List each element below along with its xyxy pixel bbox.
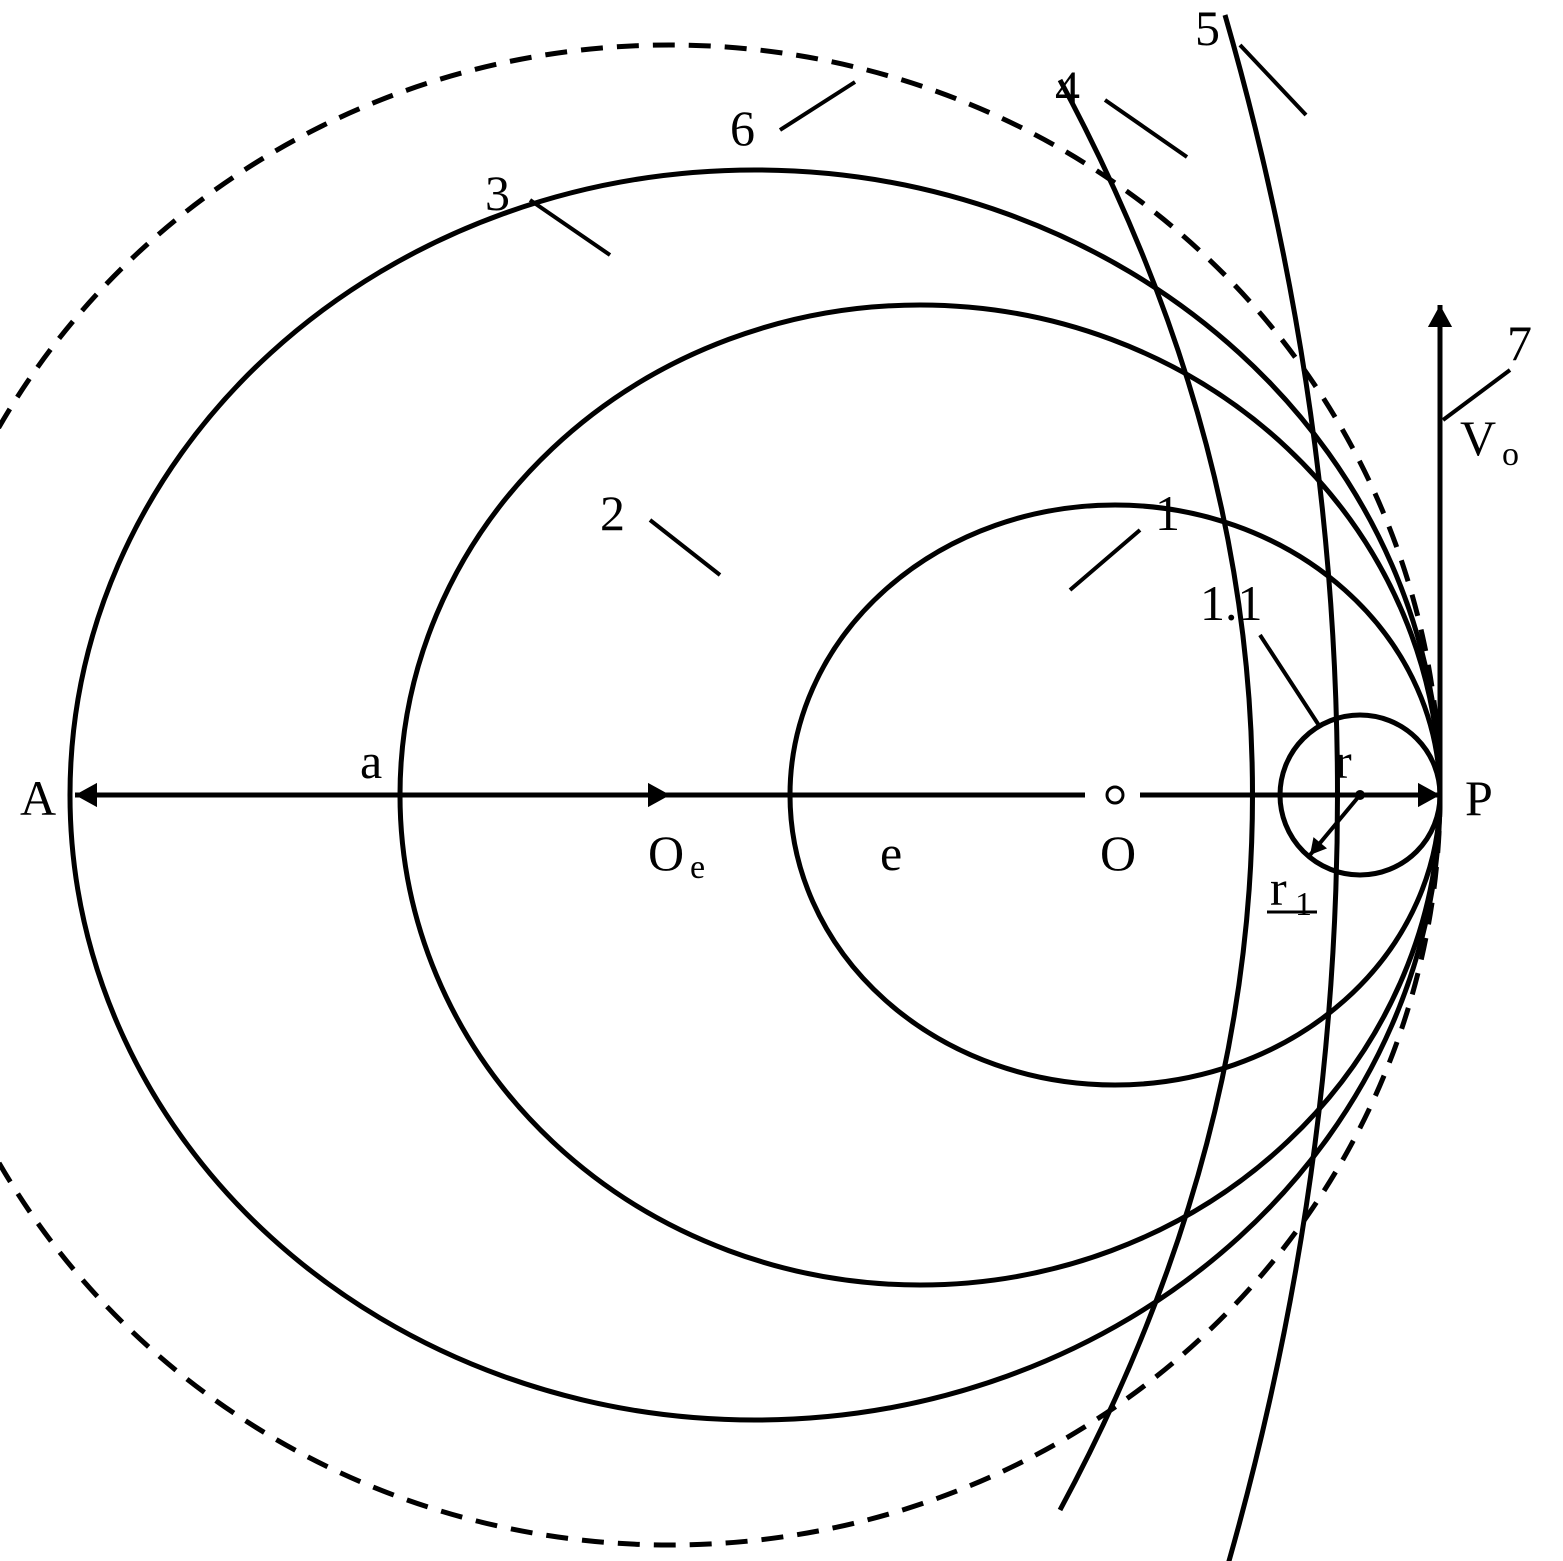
- label-r: r: [1335, 733, 1352, 789]
- leader-L4: [1105, 100, 1187, 157]
- label-4: 4: [1055, 60, 1080, 116]
- label-3: 3: [485, 165, 510, 221]
- label-r1: r: [1270, 860, 1287, 916]
- axis-a-arrow-left: [75, 783, 97, 807]
- label-A: A: [20, 770, 56, 826]
- label-2: 2: [600, 485, 625, 541]
- label-Oe-sub: e: [690, 849, 705, 886]
- label-e: e: [880, 825, 902, 881]
- focus-O-marker: [1107, 787, 1123, 803]
- label-a: a: [360, 733, 382, 789]
- label-5: 5: [1195, 0, 1220, 56]
- label-r1-sub: 1: [1295, 886, 1312, 923]
- label-O: O: [1100, 825, 1136, 881]
- velocity-vector-arrowhead: [1428, 305, 1452, 327]
- label-7: 7: [1507, 315, 1532, 371]
- label-Vo: V: [1460, 410, 1496, 466]
- leader-L6: [780, 82, 855, 130]
- axis-a-arrow-right: [648, 783, 670, 807]
- leader-L1: [1070, 530, 1140, 590]
- label-6: 6: [730, 100, 755, 156]
- label-Vo-sub: o: [1502, 436, 1519, 473]
- leader-L1_1: [1260, 635, 1320, 727]
- label-1: 1: [1155, 485, 1180, 541]
- label-Oe: O: [648, 825, 684, 881]
- label-1-1: 1.1: [1200, 575, 1263, 631]
- leader-L2: [650, 520, 720, 575]
- leader-L3: [530, 200, 610, 255]
- label-P: P: [1465, 770, 1493, 826]
- axis-r-arrow: [1418, 783, 1440, 807]
